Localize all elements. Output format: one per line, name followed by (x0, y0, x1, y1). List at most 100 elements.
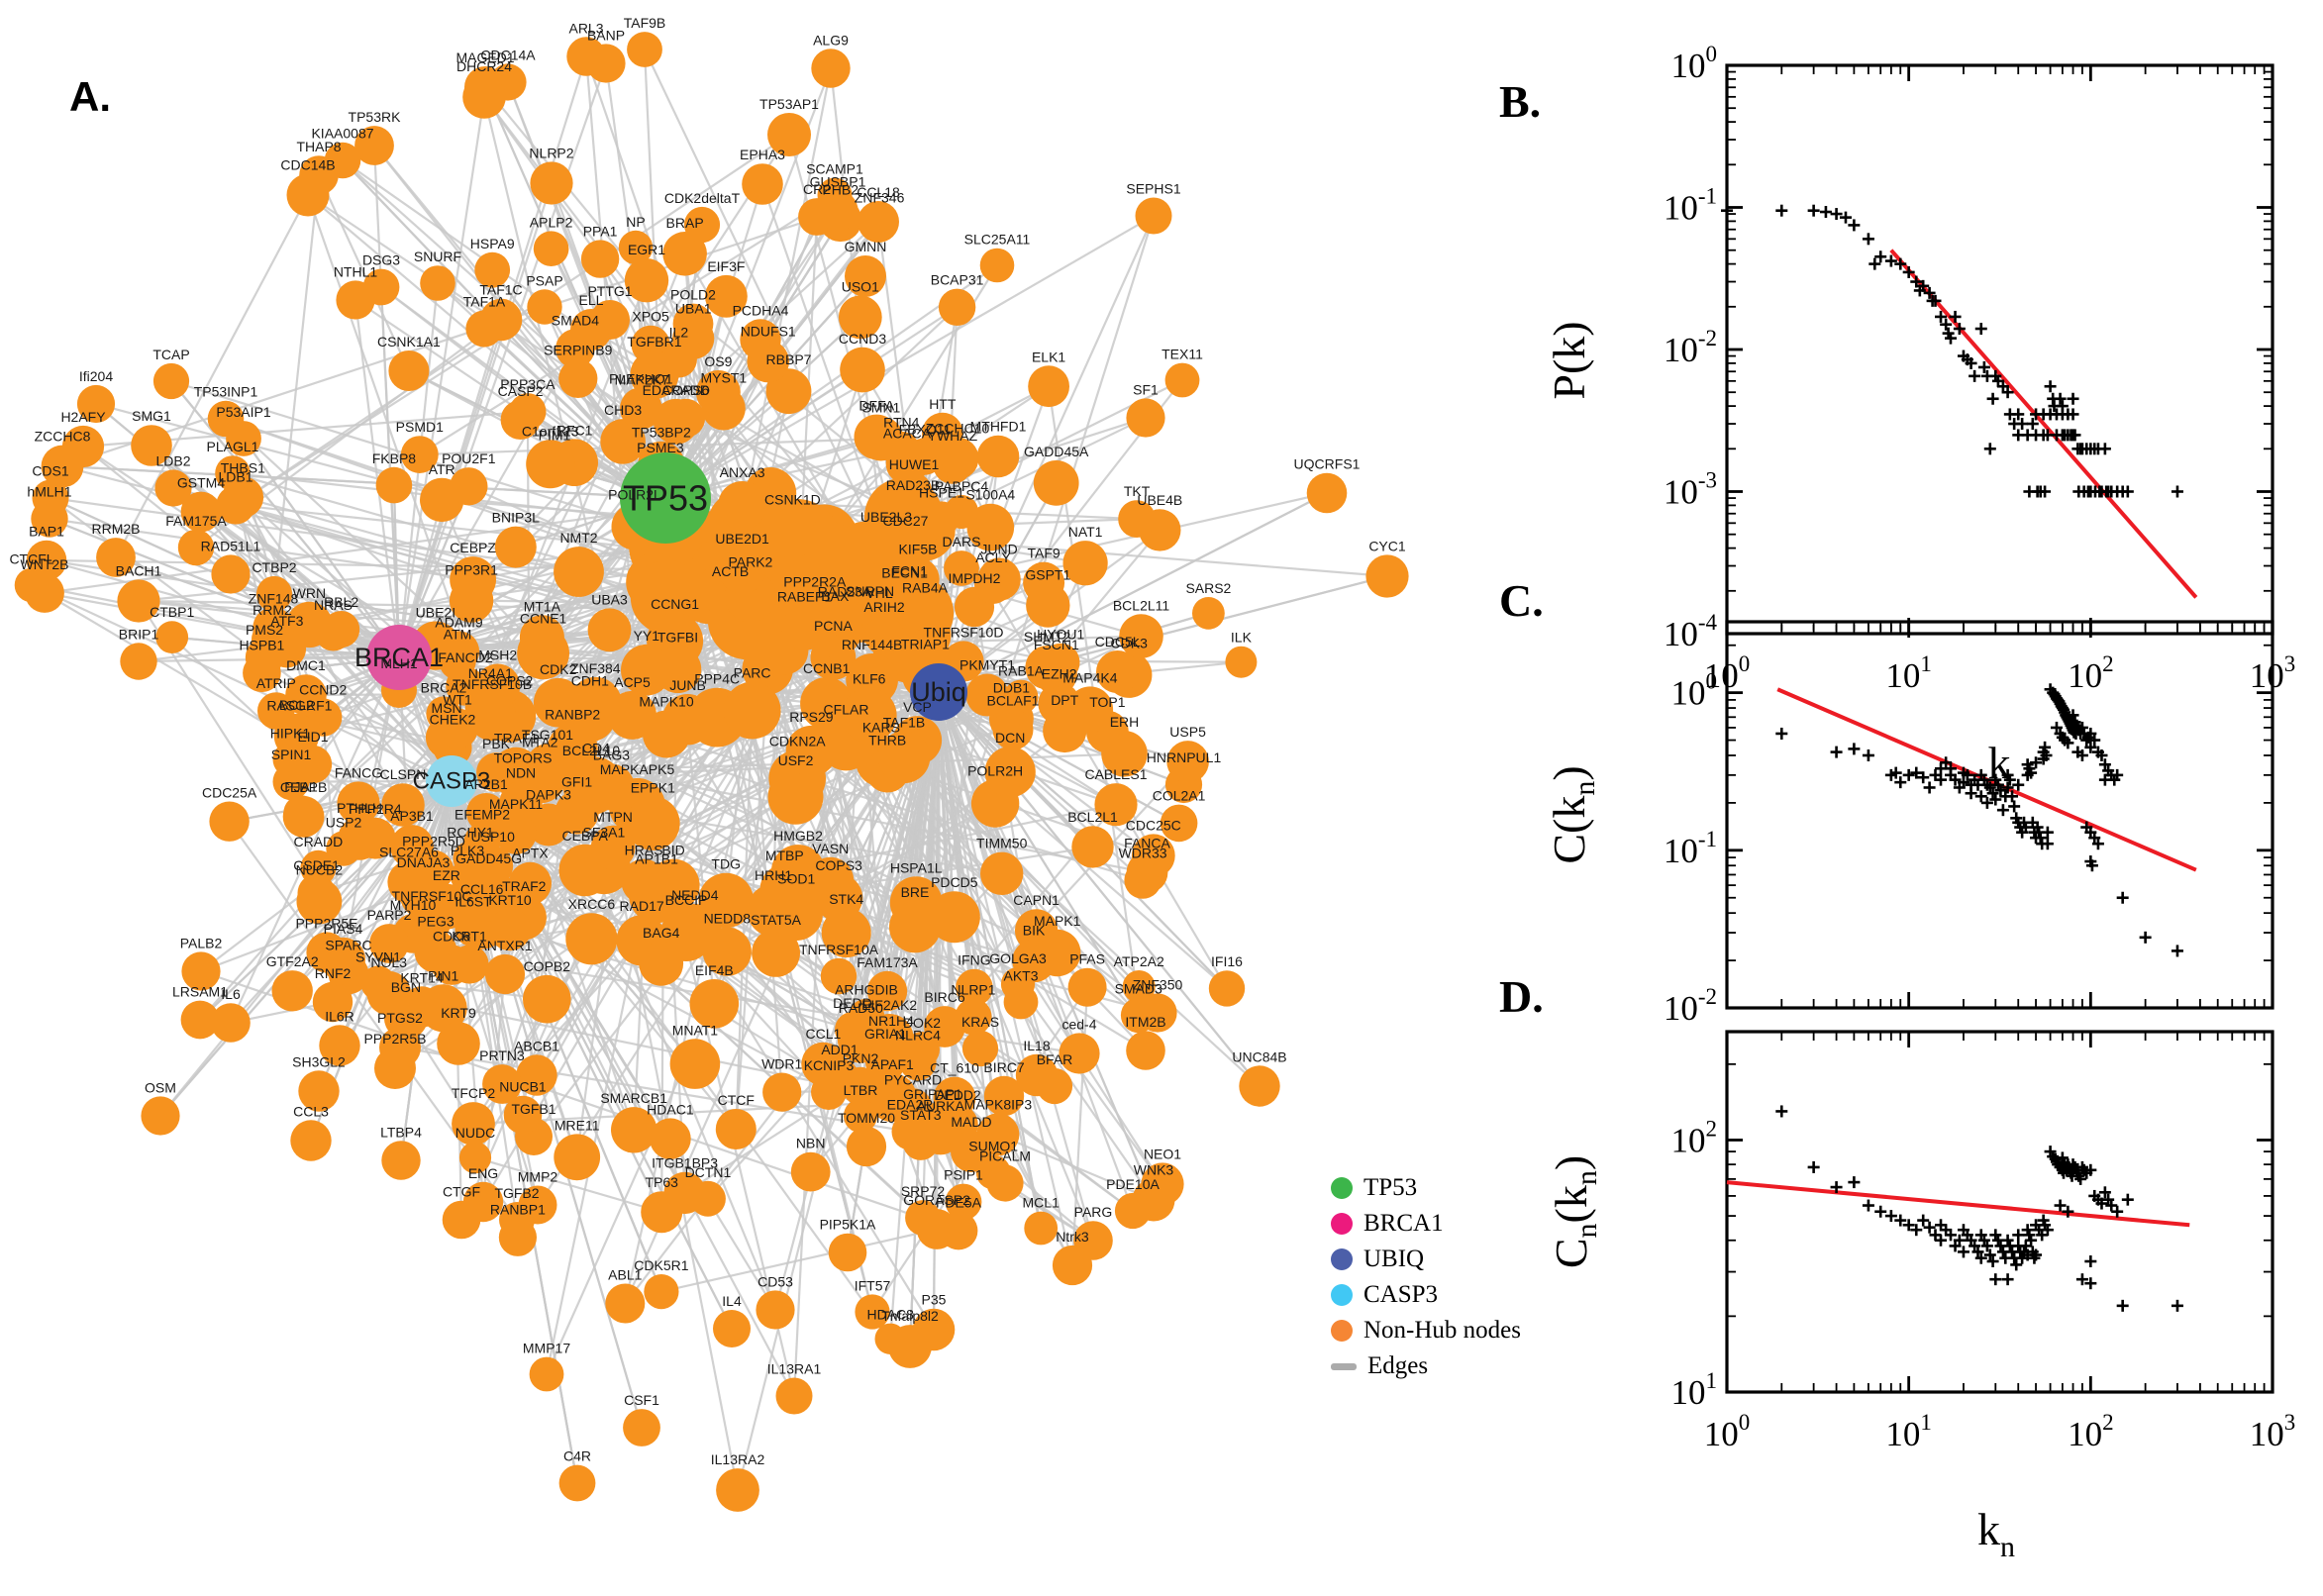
gene-node-label: CSNK1D (764, 491, 821, 507)
gene-node (979, 248, 1015, 283)
gene-node-label: PPP2R2A (783, 573, 847, 589)
gene-node (527, 803, 570, 847)
gene-node-label: USP10 (471, 829, 516, 845)
gene-node (752, 929, 800, 977)
gene-node-label: TOMM20 (838, 1110, 895, 1126)
gene-node-label: ERH (1110, 714, 1140, 730)
gene-node-label: hMLH1 (27, 483, 71, 499)
gene-node-label: PDE5A (936, 1195, 982, 1211)
gene-node (807, 856, 855, 904)
gene-node (450, 556, 496, 603)
gene-node (840, 347, 885, 393)
gene-node-label: POLR2H (967, 762, 1023, 778)
gene-node-label: ATRIP (256, 675, 296, 691)
gene-node-label: ITM2B (1125, 1014, 1165, 1030)
gene-node (858, 201, 899, 243)
gene-node-label: GMNN (845, 239, 887, 254)
network-legend: TP53 BRCA1 UBIQ CASP3 Non-Hub nodes Edges (1331, 1174, 1521, 1388)
gene-node-label: SF1 (1133, 381, 1159, 397)
gene-node (905, 1200, 941, 1236)
gene-node (360, 965, 396, 1001)
gene-node-label: CSF1 (624, 1392, 659, 1408)
gene-node (31, 500, 68, 538)
gene-node-label: FCN1 (891, 563, 928, 579)
gene-node (570, 309, 612, 350)
gene-node-label: CSNK1A1 (377, 334, 441, 349)
gene-node-label: ACLY (975, 549, 1011, 565)
gene-node-label: CTBP1 (150, 604, 194, 620)
gene-node-label: COPS6 (662, 382, 710, 398)
gene-node (841, 1066, 880, 1106)
gene-node (1033, 460, 1079, 506)
legend-label: UBIQ (1364, 1246, 1425, 1272)
gene-node (400, 436, 439, 473)
gene-node (314, 614, 353, 651)
gene-node-label: PBK (482, 736, 511, 751)
gene-node-label: CDC25A (202, 785, 257, 801)
gene-node-label: HYOU1 (1037, 627, 1084, 643)
gene-node (319, 1025, 360, 1066)
gene-node-label: TAF9 (1027, 546, 1060, 561)
gene-node-label: THRB (868, 732, 906, 748)
gene-node (141, 1096, 180, 1136)
gene-node-label: UBE2L3 (860, 509, 912, 525)
gene-node-label: TAF1B (883, 715, 926, 731)
gene-node-label: CYC1 (1368, 538, 1406, 553)
gene-node-label: PTTG1 (587, 283, 632, 299)
gene-node-label: IL2 (669, 325, 689, 341)
gene-node-label: PLK3 (451, 843, 484, 858)
gene-node (381, 1141, 421, 1180)
gene-node-label: GRIA1 (864, 1026, 906, 1042)
gene-node-label: RNF144B (842, 637, 902, 652)
gene-node-label: CEBPZ (450, 540, 496, 555)
gene-node (689, 979, 740, 1029)
tick-label: 10-2 (1664, 984, 1717, 1028)
gene-node-label: CLSPN (380, 766, 427, 782)
gene-node (1036, 1067, 1073, 1105)
gene-node-label: PIP5K1A (820, 1217, 876, 1233)
gene-node-label: JUND (980, 542, 1017, 557)
gene-node (1062, 541, 1108, 586)
ticks (1725, 1032, 2274, 1394)
gene-node-label: XPO5 (632, 309, 669, 325)
gene-node-label: APAF1 (871, 1056, 915, 1072)
gene-node-label: TFCP2 (452, 1085, 496, 1101)
gene-node-label: NDN (506, 764, 536, 780)
gene-node (420, 265, 455, 301)
gene-node-label: TP53BP2 (632, 425, 691, 441)
gene-node-label: Ntrk3 (1056, 1229, 1089, 1245)
gene-node-label: MCL1 (1023, 1195, 1060, 1211)
gene-node-label: USO1 (842, 278, 879, 294)
gene-node (838, 295, 882, 340)
gene-node-label: GSTM4 (177, 475, 225, 491)
gene-node (961, 1030, 999, 1067)
gene-node (286, 173, 330, 217)
gene-node-label: MAPK8IP3 (964, 1096, 1033, 1112)
gene-node-label: ARL3 (568, 20, 603, 36)
gene-node-label: NLRC4 (895, 1027, 941, 1043)
gene-node-label: PPP3CA (500, 376, 556, 392)
gene-node-label: COPS2 (486, 673, 534, 689)
gene-node-label: FANCD2 (438, 649, 492, 665)
gene-node-label: EPPK1 (631, 779, 675, 795)
tick-label: 103 (2250, 1410, 2296, 1453)
gene-node-label: CHD3 (604, 402, 642, 418)
gene-node-label: CDK5R1 (634, 1257, 688, 1273)
gene-node (462, 75, 506, 119)
gene-node-label: RAD23A (818, 583, 872, 599)
gene-node (1208, 970, 1246, 1007)
gene-node-label: ARIH2 (863, 599, 904, 615)
gene-node-label: CDC27 (883, 513, 929, 529)
gene-node-label: GORASP2 (903, 1192, 970, 1208)
gene-node-label: IL6ST (454, 893, 492, 909)
gene-node-label: SHMT2 (1024, 629, 1071, 645)
gene-node-label: ADAM9 (435, 614, 482, 630)
gene-node (965, 673, 1009, 717)
gene-node (462, 1181, 504, 1223)
tick-label: 100 (1671, 669, 1718, 713)
gene-node-label: KLF6 (853, 671, 886, 687)
legend-label: Edges (1367, 1352, 1429, 1379)
gene-node-label: TGFB2 (494, 1185, 539, 1201)
plot-c: C. 100 10-1 10-2 C(kn) (1499, 575, 2274, 1028)
